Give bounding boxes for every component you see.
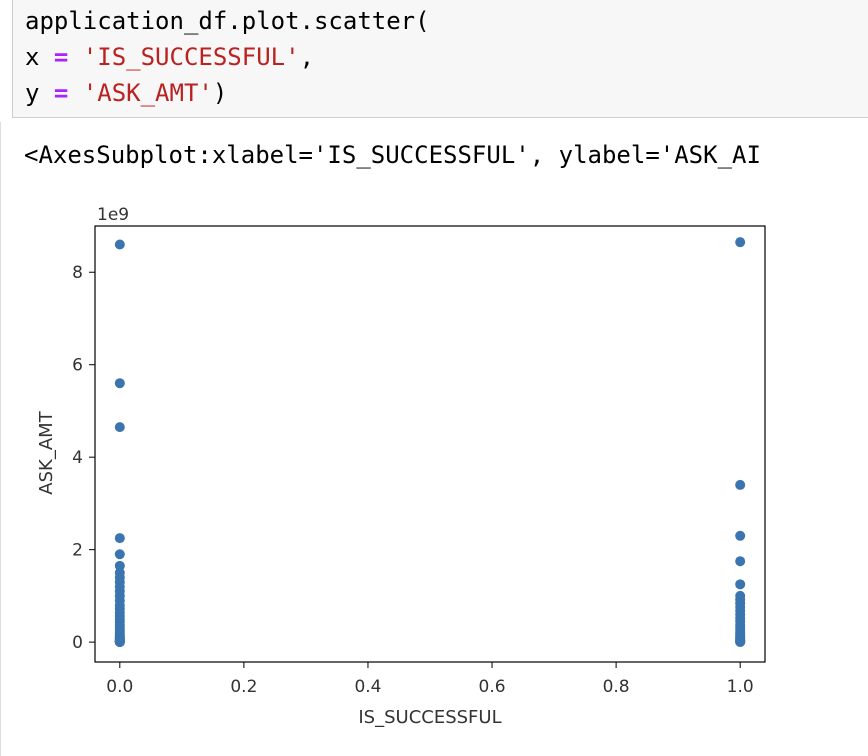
y-tick-label: 2: [72, 541, 83, 561]
scatter-point: [735, 530, 746, 541]
code-punct: ,: [299, 43, 315, 71]
scatter-point: [735, 479, 746, 490]
scatter-point: [735, 579, 746, 590]
scatter-point: [735, 556, 746, 567]
y-tick-label: 8: [72, 263, 83, 283]
code-line-3: y = 'ASK_AMT'): [25, 78, 227, 108]
code-cell[interactable]: application_df.plot.scatter( x = 'IS_SUC…: [12, 0, 868, 118]
x-tick-label: 1.0: [727, 677, 754, 697]
scatter-point: [114, 378, 125, 389]
plot-frame: [94, 225, 766, 663]
x-tick-label: 0.2: [230, 677, 257, 697]
x-tick-label: 0.8: [603, 677, 630, 697]
code-text: application_df.plot.scatter(: [25, 7, 430, 35]
x-axis-label: IS_SUCCESSFUL: [358, 707, 501, 728]
code-operator: =: [53, 79, 69, 107]
code-operator: =: [53, 43, 69, 71]
scatter-point: [114, 422, 125, 433]
scatter-point: [114, 549, 125, 560]
code-var-x: x: [25, 43, 40, 71]
scatter-chart: 0.0 0.2 0.4 0.6 0.8 1.0 0 2 4 6 8 1e9 IS_SUCCESSF…: [36, 205, 766, 728]
scatter-point: [114, 637, 125, 648]
code-line-1: application_df.plot.scatter(: [25, 6, 430, 36]
code-string: 'ASK_AMT': [82, 79, 213, 107]
output-area: <AxesSubplot:xlabel='IS_SUCCESSFUL', yla…: [0, 122, 868, 756]
code-string: 'IS_SUCCESSFUL': [82, 43, 300, 71]
scatter-point: [114, 560, 125, 571]
y-offset-label: 1e9: [97, 205, 129, 225]
scatter-point: [735, 237, 746, 248]
y-tick-label: 4: [72, 448, 83, 468]
y-tick-label: 6: [72, 356, 83, 376]
code-var-y: y: [25, 79, 40, 107]
y-axis-label: ASK_AMT: [36, 410, 57, 494]
scatter-point: [114, 239, 125, 250]
scatter-point: [735, 637, 746, 648]
code-line-2: x = 'IS_SUCCESSFUL',: [25, 42, 314, 72]
x-tick-label: 0.0: [106, 677, 133, 697]
y-tick-label: 0: [72, 633, 83, 653]
x-tick-label: 0.6: [479, 677, 506, 697]
output-repr: <AxesSubplot:xlabel='IS_SUCCESSFUL', yla…: [24, 141, 761, 169]
code-punct: ): [212, 79, 228, 107]
x-tick-label: 0.4: [354, 677, 381, 697]
output-gutter: [0, 122, 14, 756]
scatter-points: [114, 237, 746, 648]
y-axis: 0 2 4 6 8: [72, 263, 95, 653]
scatter-point: [114, 533, 125, 544]
x-axis: 0.0 0.2 0.4 0.6 0.8 1.0: [106, 662, 754, 697]
